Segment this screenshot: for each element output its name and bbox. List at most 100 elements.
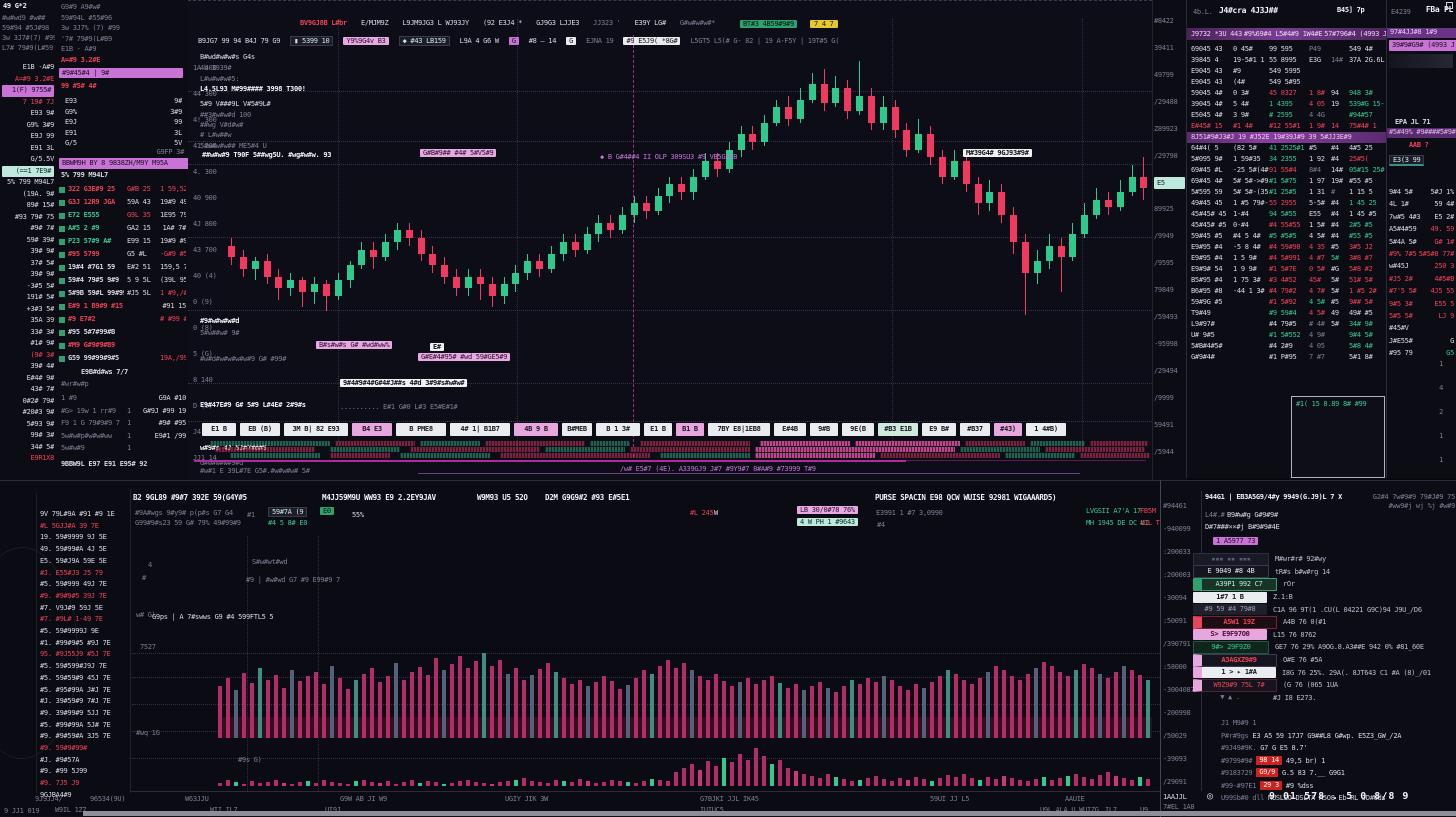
position-row[interactable]: #7'5 5# 4J5 55: [1389, 285, 1454, 297]
ladder-row[interactable]: (19A. 9#: [22, 189, 54, 198]
ladder-row[interactable]: 39# 9#: [30, 247, 55, 255]
log-row[interactable]: #5. #99#99A 5J# 7E: [40, 720, 111, 729]
log-row[interactable]: #9. 7J5 J9: [40, 779, 80, 788]
watchlist-header-chip[interactable]: BBWM9H BY 8 9838ZH/M9Y M95A: [59, 158, 189, 169]
tag-chip[interactable]: #B37: [960, 423, 990, 436]
watchlist-row[interactable]: G59 99#99#9#5 19A,/99: [59, 352, 186, 365]
position-row[interactable]: #95 79 G5: [1389, 347, 1454, 359]
toolbar-item[interactable]: ◆ #43 LB159: [398, 35, 450, 46]
book-row[interactable]: 69#45 #L -25 5#(4# 91 55#4 8#4 14# 05#15 25#: [1187, 165, 1387, 176]
order-button[interactable]: A3AGXZ9#9: [1193, 653, 1277, 667]
ladder-row[interactable]: 37# 5#: [30, 258, 55, 267]
rightcol-highlight[interactable]: 39#9#G9# (4993 J): [1389, 40, 1456, 51]
globe-icon[interactable]: ◎: [1207, 791, 1213, 802]
toolbar-item[interactable]: G: [566, 36, 577, 45]
watchlist-row[interactable]: #95 5#7#99#B: [59, 326, 186, 339]
ladder-row[interactable]: E91 3L: [30, 143, 55, 152]
toolbar-green-button[interactable]: BT#3 4B59#9#9: [740, 20, 797, 28]
book-row[interactable]: 45#45# 45 1-#4 29#25 94 5#55 E55 #4 1 45 #5 1…: [1187, 209, 1387, 220]
book-row[interactable]: 69#45 4# 5# 5#->#9#1 5#75 1 97 19# #55 #5 A5…: [1187, 176, 1387, 187]
log-row[interactable]: 9V 79L#9A #91 #9 1E: [40, 510, 115, 518]
tag-chip[interactable]: B 1 3#: [596, 423, 640, 436]
book-row[interactable]: E9#95 #4 -5 8 4# #4 59#98 4 35 #5 3#5 J2 5#8: [1187, 242, 1387, 253]
tag-chip[interactable]: #43): [994, 423, 1022, 436]
ladder-row[interactable]: E9J 99: [30, 132, 55, 140]
position-row[interactable]: #9% 7#5 5#5#8 77#: [1389, 248, 1454, 260]
log-row[interactable]: 9GJBA4#9: [40, 790, 72, 799]
book-row[interactable]: B6#95 #8 -44 1 3# #4 79#2 4 7# 5# 1 #5 2# 1#8: [1187, 286, 1387, 297]
position-row[interactable]: 7w#5 4#3 E5 2#: [1389, 211, 1454, 223]
watchlist-row2[interactable]: 5w#w#p#w#w#ww 1 E9#1 /99: [61, 430, 186, 443]
tag-chip[interactable]: EB (B): [240, 423, 280, 436]
ladder-row[interactable]: 191# 5#: [26, 293, 54, 301]
log-row[interactable]: #9. 39#99#9 5JJ 7E: [40, 708, 111, 717]
footer-chip[interactable]: 29 3: [1260, 780, 1282, 790]
ladder-row[interactable]: (9# 3#: [30, 350, 55, 359]
ladder-row[interactable]: 5% 799 M94L7: [7, 178, 54, 186]
position-row[interactable]: 9#5 3# E55 5: [1389, 298, 1454, 310]
tag-chip[interactable]: B4 E3: [352, 423, 392, 436]
log-row[interactable]: #9. #99 5J99: [40, 767, 87, 776]
log-row[interactable]: #J. E55#J3 J5 79: [40, 568, 103, 577]
order-button[interactable]: A5W1 19Z: [1193, 615, 1277, 629]
ladder-row[interactable]: E#4# 9#: [26, 373, 54, 382]
book-row[interactable]: 64#4( 5 (82 5# 41 2525#1 #5 #4 4#5 25 54#: [1187, 143, 1387, 154]
tag-chip[interactable]: E#4B: [774, 423, 806, 436]
book-row[interactable]: E9045 43 (4# 549 5#95: [1187, 77, 1387, 88]
book-row[interactable]: E9#9# 54 1 9 9# #1 5#7E 0 5# #G 5#8 #2 4#9: [1187, 264, 1387, 275]
log-row[interactable]: #5. #95#99A J#J 7E: [40, 685, 111, 694]
toolbar-item[interactable]: B9JG7 99 94 B4J 79 G9: [198, 36, 281, 45]
position-row[interactable]: #J5 2# 4#5#B: [1389, 273, 1454, 285]
log-row[interactable]: #J. 39#59#9 7#J 7E: [40, 697, 111, 706]
log-row[interactable]: #9. 59#9#99#: [40, 744, 87, 753]
tag-chip[interactable]: 4B 9 B: [514, 423, 558, 436]
book-highlight-row[interactable]: 8J51#9#J3#J 19 #J52E 19#39J#9 39 5#JJ3E#…: [1187, 132, 1387, 143]
tag-chip[interactable]: E9 B#: [922, 423, 956, 436]
order-button[interactable]: ▪▪▪ ▪▪ ▪▪▪: [1193, 552, 1269, 566]
toolbar-item[interactable]: Y9%9G4v B3: [343, 36, 389, 45]
watchlist-row[interactable]: P23 57#9 A# E99 15 19#9 #9: [59, 235, 186, 248]
ladder-row[interactable]: 7 19# 7J: [22, 97, 54, 106]
toolbar-item[interactable]: BV9GJ8B L#br: [300, 19, 347, 27]
toolbar-yellow-button[interactable]: 7 4 7: [810, 20, 838, 28]
ladder-row[interactable]: E9R1X8: [30, 454, 55, 462]
book-row[interactable]: U# 9#5 #1 5#552 4 9# 9#4 5# 4##: [1187, 330, 1387, 341]
log-row[interactable]: #1. #99#9#5 #9J 7E: [40, 638, 111, 647]
ladder-row[interactable]: 34# 5#: [30, 442, 55, 451]
rightcol-teal-chip[interactable]: E3(3 99: [1389, 155, 1425, 166]
ladder-row[interactable]: 0#2# 79#: [22, 396, 54, 405]
log-row[interactable]: #9. #9#59#A 3J5 7E: [40, 732, 111, 741]
watchlist-row[interactable]: #9 E7#2 # #99 #9: [59, 313, 186, 326]
ladder-row[interactable]: #20#3 9#: [22, 408, 54, 416]
ladder-row[interactable]: 59# 39#: [26, 235, 54, 244]
book-row[interactable]: 59#9G #5 #1 5#92 4 5# #5 9## 5# 1#7: [1187, 297, 1387, 308]
watchlist-row2[interactable]: #G> 19w 1 rr#9 1 G#9J #99 19: [61, 405, 186, 418]
book-row[interactable]: 39045 4# 5 4# 1 4395 4 05 19 539#G 15-7#: [1187, 99, 1387, 110]
log-row[interactable]: #9. #9#9#5 39J 7E: [40, 591, 107, 600]
ladder-row[interactable]: 39# 4#: [30, 362, 55, 370]
log-row[interactable]: #7. #9L# 1-49 7E: [40, 615, 103, 624]
tag-chip[interactable]: E1 B: [202, 423, 236, 436]
tag-chip[interactable]: 9#B: [810, 423, 838, 436]
ladder-row[interactable]: E1B -A#9: [22, 63, 54, 71]
toolbar-item[interactable]: ▮ 5399 10: [290, 35, 334, 46]
ladder-row[interactable]: +3#3 5#: [26, 304, 54, 313]
watchlist-row[interactable]: 5#9B 59#L 99#99#J5 5L 1 #9,/#9: [59, 287, 186, 300]
book-row[interactable]: 59045 4# 0 3# 45 8327 1 8# 94 948 3# 2#5: [1187, 88, 1387, 99]
log-row[interactable]: #L 5GJJ#A 39 7E: [40, 521, 99, 530]
subheader-item[interactable]: E0: [320, 507, 334, 515]
ladder-row[interactable]: 5#93 9#: [26, 419, 54, 428]
ladder-row[interactable]: 39# 9#: [30, 270, 55, 278]
book-row[interactable]: 69045 43 0 45# 99 595 P49 549 4#: [1187, 44, 1387, 55]
window-icon[interactable]: [1446, 2, 1453, 9]
book-row[interactable]: E9#95 #4 1 5 9# #4 5#991 4 #7 5# 3#8 #7 4#9: [1187, 253, 1387, 264]
toolbar-item[interactable]: E39Y LG#: [634, 19, 667, 27]
tag-chip[interactable]: 9E(B: [842, 423, 874, 436]
tag-chip[interactable]: 3M B| 82 E93: [284, 423, 348, 436]
position-row[interactable]: 5#4A 5# G# 1#: [1389, 236, 1454, 248]
book-row[interactable]: L9#97# #4 79#5 # 4# 5# 34# 9# 4##: [1187, 319, 1387, 330]
log-row[interactable]: 49. 59#99#A 4J 5E: [40, 545, 107, 554]
book-row[interactable]: 39845 4 19-5#1 1 55 8995 E3G 14# 37A 2G.6L: [1187, 55, 1387, 66]
ladder-row[interactable]: A=#9 3.2#E: [14, 74, 54, 83]
book-row[interactable]: 49#45 45 1 #5 79#-#755 2955 5-5# #4 1 45 25 …: [1187, 198, 1387, 209]
